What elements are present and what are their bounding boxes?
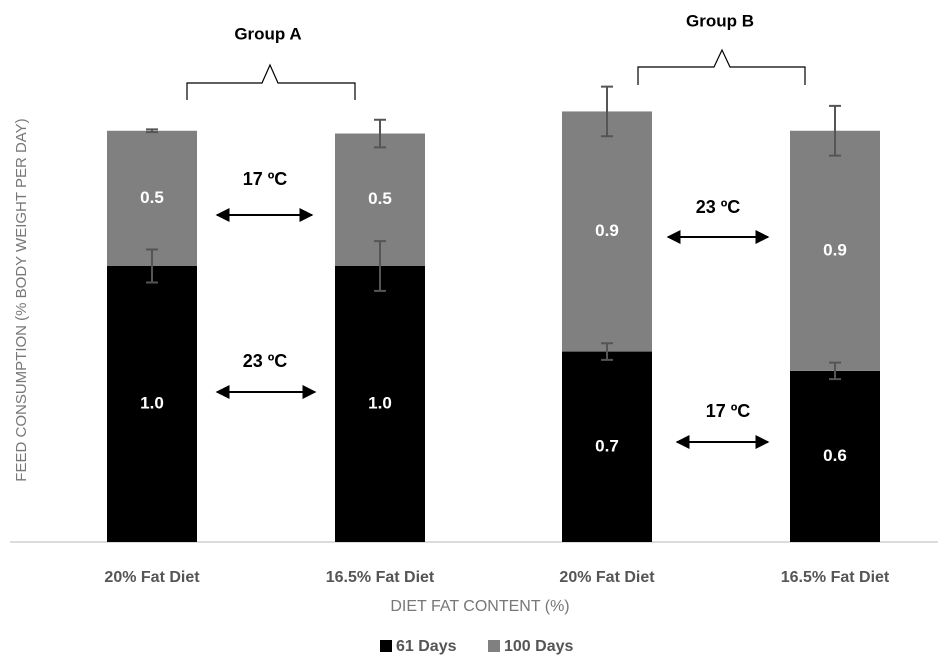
value-label: 1.0 — [368, 393, 392, 412]
bar-segment — [107, 130, 197, 266]
x-axis-title: DIET FAT CONTENT (%) — [390, 598, 569, 615]
value-label: 0.5 — [368, 189, 392, 208]
error-bar — [601, 85, 613, 138]
annotation: 17 ºC — [243, 169, 288, 189]
x-tick-label: 20% Fat Diet — [559, 569, 655, 586]
x-tick-label: 20% Fat Diet — [104, 569, 200, 586]
error-bar — [374, 240, 386, 292]
group-label: Group B — [686, 11, 754, 30]
error-bar — [829, 361, 841, 381]
annotation: 17 ºC — [706, 401, 751, 421]
legend-swatch — [380, 640, 392, 652]
error-bar — [146, 248, 158, 284]
bar-segment — [107, 266, 197, 542]
error-bar — [374, 118, 386, 149]
value-label: 0.7 — [595, 436, 619, 455]
value-label: 0.9 — [823, 240, 847, 259]
error-bar — [146, 128, 158, 134]
bar-segment — [562, 351, 652, 542]
group-bracket — [186, 63, 356, 100]
annotation: 23 ºC — [243, 351, 288, 371]
bar-segment — [790, 370, 880, 542]
value-label: 0.9 — [595, 221, 619, 240]
bar-segment — [562, 111, 652, 352]
error-bar — [829, 104, 841, 157]
error-bar — [601, 342, 613, 361]
bar-segment — [790, 130, 880, 371]
legend-label: 100 Days — [504, 638, 573, 655]
value-label: 0.5 — [140, 188, 164, 207]
annotation: 23 ºC — [696, 197, 741, 217]
y-axis-title: FEED CONSUMPTION (% BODY WEIGHT PER DAY) — [13, 118, 30, 481]
value-label: 1.0 — [140, 393, 164, 412]
group-bracket — [637, 48, 806, 85]
x-tick-label: 16.5% Fat Diet — [326, 569, 435, 586]
group-label: Group A — [234, 24, 301, 43]
bar-segment — [335, 266, 425, 542]
value-label: 0.6 — [823, 446, 847, 465]
legend-label: 61 Days — [396, 638, 457, 655]
x-tick-label: 16.5% Fat Diet — [781, 569, 890, 586]
legend-swatch — [488, 640, 500, 652]
